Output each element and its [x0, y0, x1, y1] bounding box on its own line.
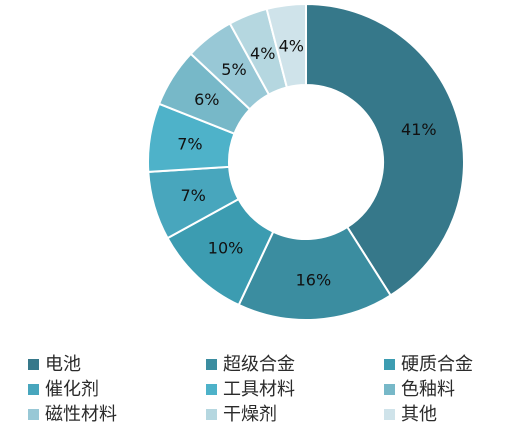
legend-label: 干燥剂 — [223, 404, 277, 425]
legend-label: 催化剂 — [45, 379, 99, 400]
slice-data-label-2: 10% — [208, 239, 244, 258]
legend-item: 超级合金 — [206, 352, 384, 377]
legend-label: 超级合金 — [223, 354, 295, 375]
pie-slice-1 — [237, 225, 393, 321]
legend-swatch — [206, 359, 217, 370]
slice-data-label-4: 7% — [177, 135, 202, 154]
legend-label: 工具材料 — [223, 379, 295, 400]
pie-slice-0 — [305, 2, 465, 297]
legend-item: 磁性材料 — [28, 402, 206, 427]
legend-label: 磁性材料 — [45, 404, 117, 425]
legend-swatch — [206, 409, 217, 420]
slice-data-label-8: 4% — [279, 36, 304, 55]
legend-item: 电池 — [28, 352, 206, 377]
legend-item: 其他 — [384, 402, 508, 427]
legend-item: 硬质合金 — [384, 352, 508, 377]
slice-data-label-0: 41% — [401, 120, 437, 139]
legend-label: 硬质合金 — [401, 354, 473, 375]
legend-item: 色釉料 — [384, 377, 508, 402]
legend-label: 电池 — [45, 354, 81, 375]
legend-swatch — [384, 409, 395, 420]
slice-data-label-7: 4% — [250, 44, 275, 63]
slice-data-label-5: 6% — [194, 90, 219, 109]
donut-chart-svg: 41%16%10%7%7%6%5%4% 4% — [147, 2, 465, 321]
legend-swatch — [28, 384, 39, 395]
legend-swatch — [28, 409, 39, 420]
slice-data-label-3: 7% — [180, 186, 205, 205]
slice-data-label-6: 5% — [221, 60, 246, 79]
legend-swatch — [206, 384, 217, 395]
legend-swatch — [384, 359, 395, 370]
legend-item: 催化剂 — [28, 377, 206, 402]
legend-item: 干燥剂 — [206, 402, 384, 427]
legend-label: 其他 — [401, 404, 437, 425]
chart-legend: 电池 超级合金 硬质合金催化剂 工具材料 色釉料磁性材料 干燥剂 其他 — [28, 352, 508, 427]
slice-data-label-1: 16% — [296, 270, 332, 289]
pie-slice-8 — [265, 2, 307, 89]
legend-swatch — [28, 359, 39, 370]
legend-swatch — [384, 384, 395, 395]
legend-label: 色釉料 — [401, 379, 455, 400]
legend-item: 工具材料 — [206, 377, 384, 402]
